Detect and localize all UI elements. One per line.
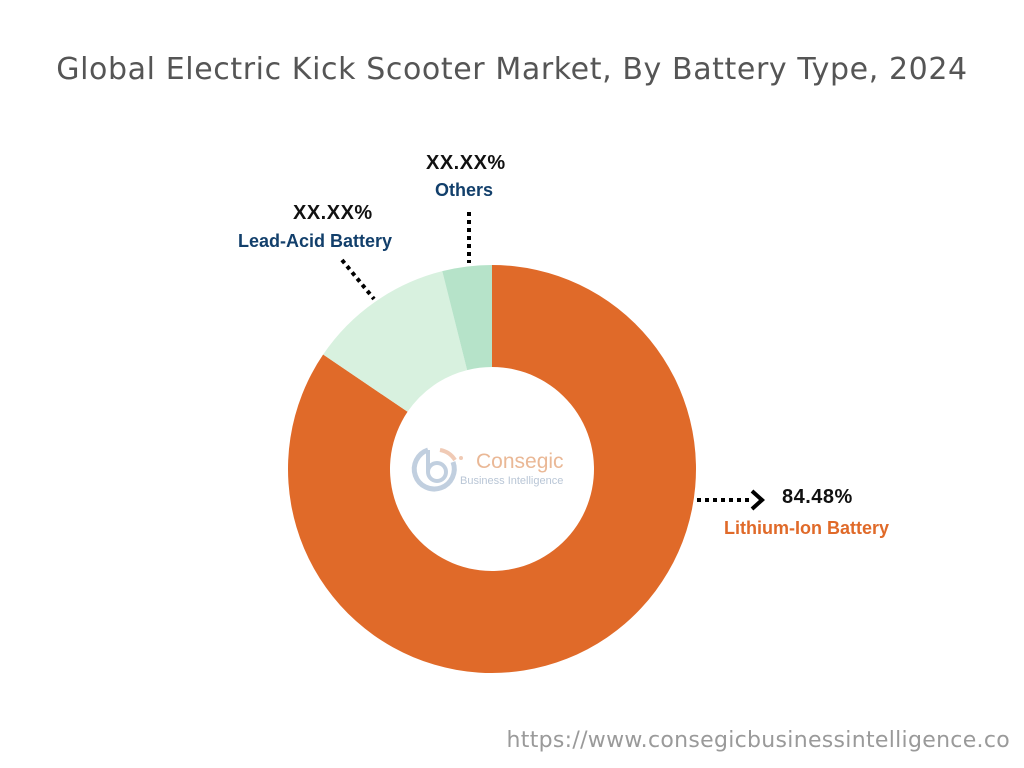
others-label: Others xyxy=(435,180,494,200)
lithium-value: 84.48% xyxy=(782,486,853,508)
others-value: XX.XX% xyxy=(426,152,506,174)
logo-mark-icon xyxy=(411,447,463,492)
lithium-label: Lithium-Ion Battery xyxy=(724,518,889,538)
slice-lithium-ion xyxy=(288,265,696,674)
lead-acid-label: Lead-Acid Battery xyxy=(238,231,393,251)
slice-lead-acid xyxy=(323,271,468,412)
chart-title: Global Electric Kick Scooter Market, By … xyxy=(56,52,968,87)
slice-others xyxy=(442,265,492,371)
source-url: https://www.consegicbusinessintelligence… xyxy=(506,728,1010,753)
logo-subtitle: Business Intelligence xyxy=(460,475,564,487)
watermark-logo: Consegic Business Intelligence xyxy=(410,443,580,503)
leader-line-lead-acid xyxy=(340,258,376,301)
logo-name: Consegic xyxy=(476,450,564,473)
arrow-head-icon xyxy=(750,489,765,511)
lead-acid-value: XX.XX% xyxy=(293,202,373,224)
donut-slices xyxy=(288,265,696,674)
